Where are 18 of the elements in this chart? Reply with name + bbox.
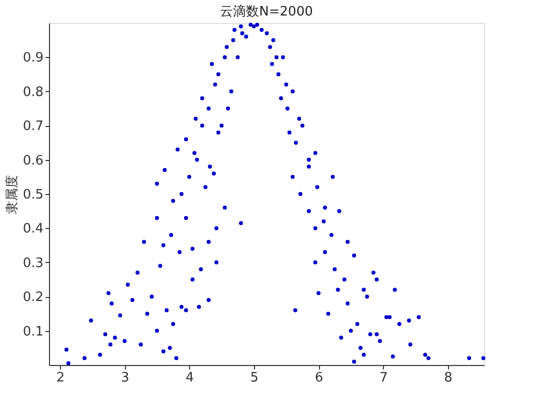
x-tick-label: 4 — [186, 370, 194, 386]
x-tick-label: 6 — [314, 370, 324, 386]
y-tick-label: 0.2 — [22, 290, 44, 306]
x-tick-label: 7 — [380, 370, 388, 386]
x-tick-label: 3 — [120, 370, 130, 386]
y-tick-label: 0.4 — [22, 222, 44, 237]
x-tick-label: 2 — [56, 370, 65, 386]
y-tick-label: 0.1 — [22, 324, 44, 340]
y-axis-title: 隶属度 — [4, 175, 20, 214]
x-tick-label: 5 — [250, 370, 259, 386]
y-tick-label: 0.9 — [22, 50, 44, 66]
y-tick-label: 0.5 — [22, 188, 44, 202]
y-tick-label: 0.8 — [22, 84, 44, 100]
y-tick-label: 0.7 — [22, 119, 44, 134]
chart-title: 云滴数N=2000 — [220, 4, 313, 20]
x-tick-label: 8 — [444, 370, 452, 386]
y-tick-label: 0.6 — [22, 153, 44, 168]
y-tick-label: 0.3 — [22, 256, 44, 271]
